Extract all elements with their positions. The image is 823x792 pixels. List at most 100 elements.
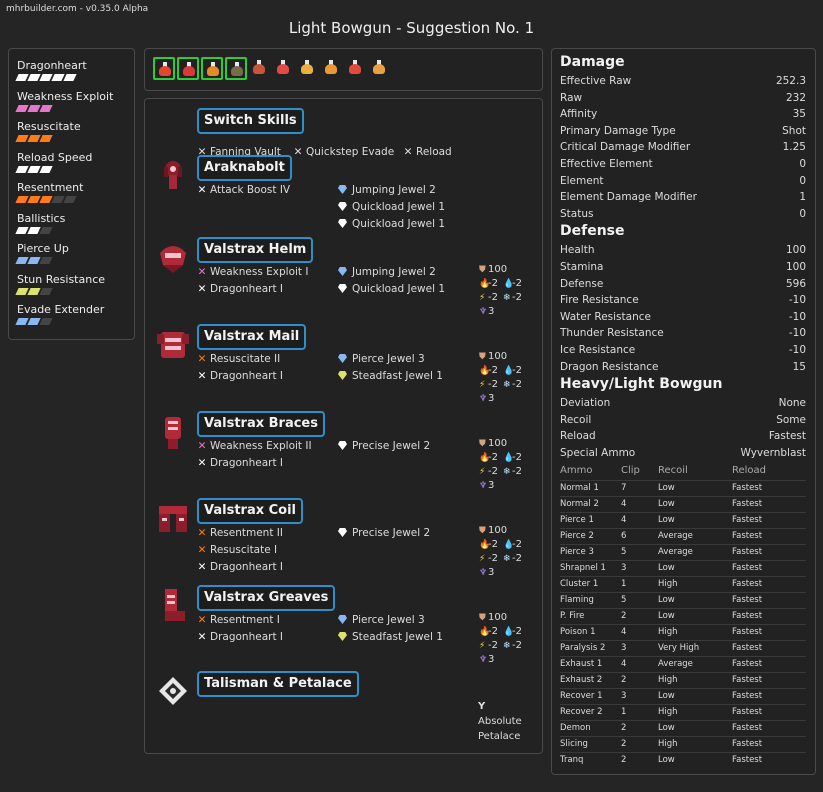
dragon-resistance: ♆3 (479, 305, 494, 319)
dragon-resistance: ♆3 (479, 479, 494, 493)
jewel-gem-icon (338, 354, 347, 363)
flask-icon (325, 60, 337, 74)
defense-value: ⛊ 100 (479, 437, 507, 451)
stat-label: Ice Resistance (560, 343, 636, 356)
jewel-slot[interactable]: Quickload Jewel 1 (338, 218, 445, 230)
jewel-slot[interactable]: Jumping Jewel 2 (338, 266, 436, 278)
skill-level-pip (39, 135, 53, 142)
ammo-cell: Fastest (732, 547, 763, 558)
armor-piece-button[interactable]: Valstrax Helm (197, 237, 314, 263)
jewel-slot[interactable]: Steadfast Jewel 1 (338, 631, 443, 643)
mail-icon (155, 326, 191, 364)
flask-body (301, 64, 313, 74)
jewel-gem-icon (338, 441, 347, 450)
decoration-slot[interactable] (297, 57, 319, 80)
jewel-slot[interactable]: Pierce Jewel 3 (338, 353, 425, 365)
decoration-slot[interactable] (225, 57, 247, 80)
decoration-slot[interactable] (153, 57, 175, 80)
ammo-cell: Pierce 3 (560, 547, 594, 558)
switch-skill-icon: ✕ (197, 146, 207, 158)
jewel-gem-icon (338, 615, 347, 624)
armor-piece-button[interactable]: Talisman & Petalace (197, 671, 359, 697)
bowgun-stat-row: Deviation None (560, 395, 806, 412)
jewel-name: Quickload Jewel 1 (352, 283, 446, 295)
decoration-slot[interactable] (321, 57, 343, 80)
skill-icon: ✕ (197, 544, 207, 556)
switch-skills-button[interactable]: Switch Skills (197, 108, 304, 134)
decoration-slot[interactable] (249, 57, 271, 80)
ammo-cell: Fastest (732, 483, 763, 494)
jewel-slot[interactable]: Quickload Jewel 1 (338, 201, 445, 213)
ammo-cell: High (658, 739, 678, 750)
thunder-icon: ⚡ (479, 380, 486, 390)
skill-icon: ✕ (197, 266, 207, 278)
ice-value: -2 (512, 379, 522, 390)
jewel-slot[interactable]: Pierce Jewel 3 (338, 614, 425, 626)
dragon-value: 3 (488, 393, 495, 404)
dragon-icon: ♆ (479, 655, 488, 665)
coil-icon (155, 500, 191, 538)
armor-skill-name: Resuscitate II (210, 353, 281, 365)
armor-piece-button[interactable]: Valstrax Mail (197, 324, 307, 350)
ammo-cell: High (658, 579, 678, 590)
dragon-icon: ♆ (479, 481, 488, 491)
skill-level-pip (63, 196, 77, 203)
jewel-gem-icon (338, 267, 347, 276)
water-value: -2 (512, 278, 522, 289)
decoration-slot[interactable] (369, 57, 391, 80)
jewel-slot[interactable]: Precise Jewel 2 (338, 440, 430, 452)
resistance-grid: 🔥-2 💧-2 ⚡ -2 ❄-2 ♆3 (479, 277, 522, 319)
stat-value: 232 (785, 91, 806, 104)
stat-label: Stamina (560, 260, 604, 273)
defense-value: ⛊ 100 (479, 611, 507, 625)
jewel-gem-icon (338, 185, 347, 194)
ammo-cell: High (658, 707, 678, 718)
jewel-slot[interactable]: Jumping Jewel 2 (338, 184, 436, 196)
jewel-name: Quickload Jewel 1 (352, 218, 446, 230)
ammo-row: Exhaust 1 4 Average Fastest (560, 656, 806, 672)
greaves-icon (155, 587, 191, 625)
flask-neck (235, 62, 239, 67)
jewel-name: Steadfast Jewel 1 (352, 370, 443, 382)
decoration-slot[interactable] (177, 57, 199, 80)
ammo-row: Recover 2 1 High Fastest (560, 704, 806, 720)
flask-body (159, 66, 171, 76)
jewel-slot[interactable]: Steadfast Jewel 1 (338, 370, 443, 382)
armor-piece-button[interactable]: Valstrax Greaves (197, 585, 336, 611)
ammo-cell: Fastest (732, 499, 763, 510)
skill-level-pips (15, 226, 126, 234)
armor-skill: ✕ Dragonheart I (197, 631, 283, 643)
decoration-slot[interactable] (201, 57, 223, 80)
ammo-cell: Low (658, 563, 675, 574)
armor-piece-button[interactable]: Araknabolt (197, 155, 292, 181)
ice-icon: ❄ (503, 467, 511, 477)
dragon-value: 3 (488, 567, 495, 578)
armor-piece-button[interactable]: Valstrax Coil (197, 498, 304, 524)
decoration-slot[interactable] (273, 57, 295, 80)
dragon-icon: ♆ (479, 307, 488, 317)
water-icon: 💧 (503, 453, 515, 463)
decoration-slot[interactable] (345, 57, 367, 80)
decoration-strip (144, 48, 543, 91)
armor-skill-name: Resuscitate I (210, 544, 278, 556)
ammo-cell: Fastest (732, 595, 763, 606)
ice-resistance: ❄-2 (503, 291, 522, 305)
stat-value: 0 (799, 207, 806, 220)
skill-level-pips (15, 135, 126, 142)
ammo-row: Pierce 1 4 Low Fastest (560, 512, 806, 528)
armor-piece-button[interactable]: Valstrax Braces (197, 411, 325, 437)
jewel-gem-icon (338, 219, 347, 228)
armor-skill: ✕ Resuscitate I (197, 544, 278, 556)
jewel-slot[interactable]: Precise Jewel 2 (338, 527, 430, 539)
jewel-slot[interactable]: Quickload Jewel 1 (338, 283, 445, 295)
fire-icon: 🔥 (479, 540, 491, 550)
armor-skill-name: Resentment I (210, 614, 280, 626)
ammo-row: Demon 2 Low Fastest (560, 720, 806, 736)
ammo-cell: 1 (621, 707, 627, 718)
flask-icon (207, 62, 219, 76)
skill-icon: ✕ (197, 561, 207, 573)
ammo-cell: Pierce 2 (560, 531, 594, 542)
switch-skill: ✕ Reload (403, 146, 452, 158)
dragon-icon: ♆ (479, 394, 488, 404)
flask-body (373, 64, 385, 74)
